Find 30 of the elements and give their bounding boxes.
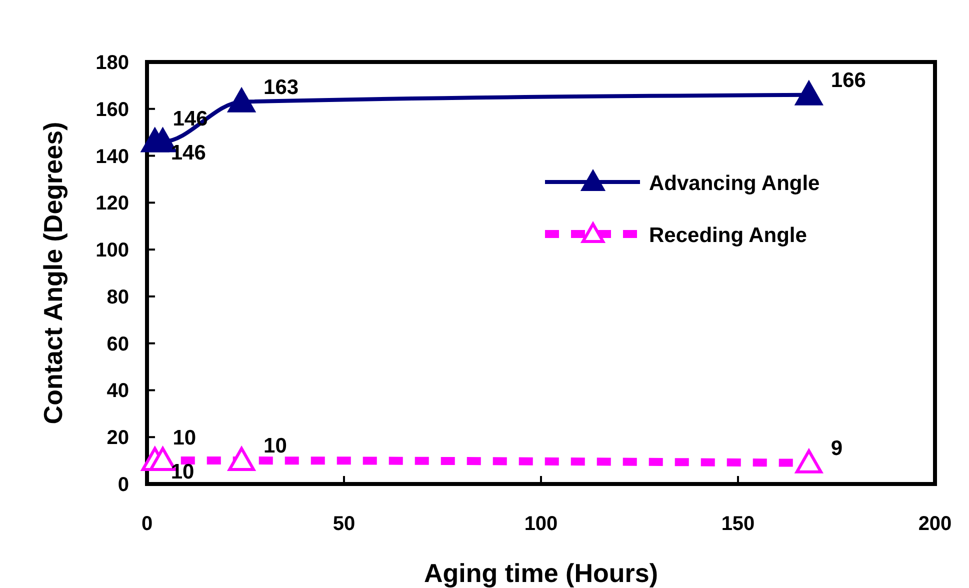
y-tick-label: 120 — [96, 192, 129, 215]
x-tick-label: 0 — [141, 513, 153, 535]
point — [228, 447, 256, 472]
data-label: 166 — [830, 68, 866, 92]
y-tick-label: 40 — [106, 380, 129, 402]
point — [795, 81, 822, 106]
y-tick-label: 180 — [96, 52, 129, 74]
data-label: 163 — [264, 76, 299, 99]
y-tick-label: 140 — [96, 146, 129, 168]
data-label: 10 — [170, 460, 194, 484]
point — [795, 449, 822, 474]
y-tick-label: 160 — [96, 98, 129, 121]
x-tick-label: 200 — [918, 513, 952, 535]
x-tick-label: 100 — [524, 513, 558, 535]
point — [228, 88, 256, 112]
legend-label: Advancing Angle — [649, 172, 820, 195]
y-tick-label: 0 — [118, 474, 129, 496]
x-tick-label: 150 — [721, 513, 755, 535]
data-label: 9 — [830, 436, 843, 460]
data-label: 146 — [170, 142, 206, 165]
y-axis-title: Contact Angle (Degrees) — [38, 122, 68, 424]
y-tick-label: 60 — [106, 333, 129, 356]
y-tick-label: 80 — [106, 286, 129, 308]
x-tick-label: 50 — [332, 513, 356, 535]
y-tick-label: 20 — [106, 427, 129, 450]
data-label: 10 — [264, 434, 287, 458]
y-tick-label: 100 — [96, 240, 129, 262]
legend-label: Receding Angle — [649, 224, 807, 247]
x-axis-title: Aging time (Hours) — [424, 558, 658, 588]
data-label: 10 — [172, 426, 196, 450]
